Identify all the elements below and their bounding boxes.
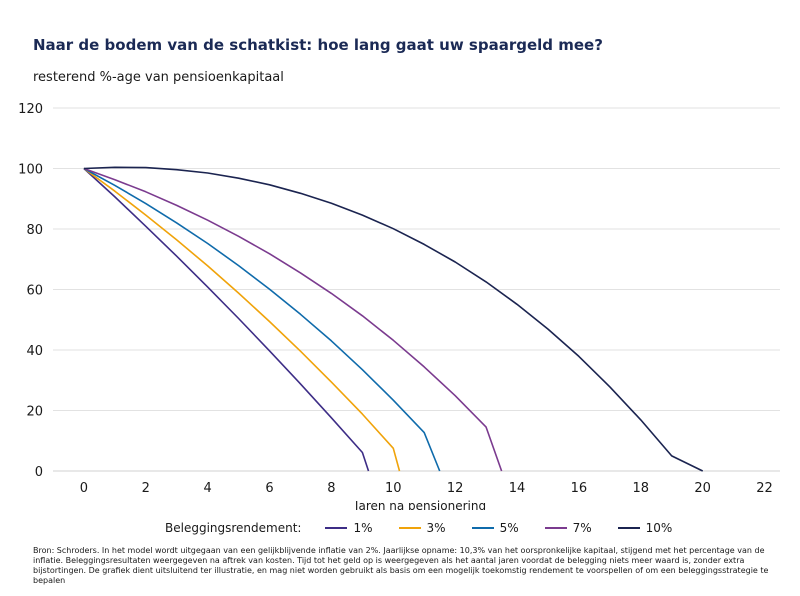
x-tick-label: 10 xyxy=(385,481,402,496)
y-tick-label: 60 xyxy=(26,284,43,299)
y-tick-label: 120 xyxy=(18,102,43,117)
legend-swatch xyxy=(325,527,348,529)
series-line-5pct xyxy=(83,167,441,472)
legend-label: 7% xyxy=(572,521,592,535)
y-axis-caption: resterend %-age van pensioenkapitaal xyxy=(33,70,284,85)
legend-label: 5% xyxy=(499,521,519,535)
x-tick-label: 4 xyxy=(204,481,212,496)
x-tick-label: 2 xyxy=(142,481,150,496)
legend-swatch xyxy=(544,527,567,529)
y-tick-label: 40 xyxy=(26,344,43,359)
legend-items: 1% 3% 5% 7% 10% xyxy=(325,521,698,535)
x-tick-label: 12 xyxy=(447,481,464,496)
x-tick-label: 20 xyxy=(694,481,711,496)
x-tick-label: 8 xyxy=(327,481,335,496)
series-line-3pct xyxy=(83,167,401,472)
legend-item: 5% xyxy=(471,521,519,535)
x-tick-label: 0 xyxy=(80,481,88,496)
series-line-7pct xyxy=(83,167,503,472)
legend-item: 7% xyxy=(544,521,592,535)
legend: Beleggingsrendement: 1% 3% 5% 7% 10% xyxy=(165,520,698,536)
y-tick-label: 80 xyxy=(26,223,43,238)
legend-label: 10% xyxy=(645,521,673,535)
source-note: Bron: Schroders. In het model wordt uitg… xyxy=(33,546,769,585)
y-tick-label: 0 xyxy=(35,465,43,480)
legend-item: 10% xyxy=(617,521,673,535)
legend-item: 3% xyxy=(398,521,446,535)
y-tick-label: 20 xyxy=(26,405,43,420)
legend-swatch xyxy=(471,527,494,529)
x-tick-label: 14 xyxy=(509,481,526,496)
legend-label: 1% xyxy=(353,521,373,535)
legend-title: Beleggingsrendement: xyxy=(165,521,302,535)
legend-swatch xyxy=(617,527,640,529)
y-tick-label: 100 xyxy=(18,163,43,178)
series-line-1pct xyxy=(83,167,370,472)
line-chart: 0 20 40 60 80 100 120 0 2 4 6 8 10 12 14 16 18 20 22 Jaren … xyxy=(18,102,780,510)
x-tick-label: 16 xyxy=(571,481,588,496)
legend-label: 3% xyxy=(426,521,446,535)
legend-item: 1% xyxy=(325,521,373,535)
series-line-10pct xyxy=(83,166,704,472)
legend-swatch xyxy=(398,527,421,529)
x-tick-label: 22 xyxy=(756,481,773,496)
x-tick-label: 6 xyxy=(265,481,273,496)
x-axis-title: Jaren na pensionering xyxy=(354,499,486,510)
chart-title: Naar de bodem van de schatkist: hoe lang… xyxy=(33,36,603,54)
x-tick-label: 18 xyxy=(633,481,650,496)
